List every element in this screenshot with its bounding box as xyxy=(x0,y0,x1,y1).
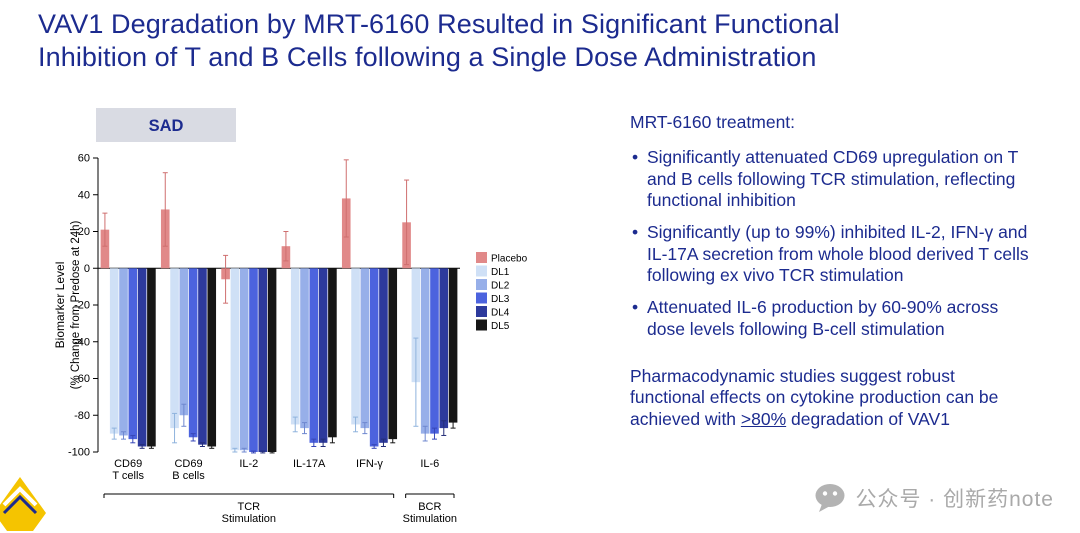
bar xyxy=(388,268,398,440)
bar xyxy=(147,268,156,447)
legend-label: DL2 xyxy=(491,281,510,292)
summary-bullet-1: Significantly attenuated CD69 upregulati… xyxy=(630,147,1034,211)
bar xyxy=(351,268,360,425)
svg-text:(% Change from Predose at 24h): (% Change from Predose at 24h) xyxy=(70,220,82,389)
slide-title-line-1: VAV1 Degradation by MRT-6160 Resulted in… xyxy=(38,9,840,39)
summary-panel: MRT-6160 treatment: Significantly attenu… xyxy=(630,112,1034,448)
summary-bullet-list: Significantly attenuated CD69 upregulati… xyxy=(630,147,1034,340)
y-tick-label: -40 xyxy=(74,336,90,348)
slide-title: VAV1 Degradation by MRT-6160 Resulted in… xyxy=(38,8,988,75)
bar xyxy=(109,268,119,434)
bar xyxy=(309,268,319,443)
bar xyxy=(239,268,249,451)
x-tick-label: IL-2 xyxy=(239,458,258,470)
x-tick-label: CD69 T cells xyxy=(112,458,144,482)
bar xyxy=(207,268,217,447)
y-tick-label: 60 xyxy=(78,153,90,165)
legend-swatch xyxy=(476,265,487,277)
footnote-text-before: Pharmacodynamic studies suggest robust f… xyxy=(630,366,999,429)
legend-label: DL3 xyxy=(491,294,510,305)
y-tick-label: -80 xyxy=(74,410,90,422)
bar xyxy=(439,268,449,429)
bar xyxy=(230,268,240,451)
bar xyxy=(448,268,458,423)
legend-label: Placebo xyxy=(491,254,528,265)
summary-bullet-3: Attenuated IL-6 production by 60-90% acr… xyxy=(630,297,1034,340)
bar xyxy=(360,268,370,429)
legend-swatch xyxy=(476,252,487,263)
y-tick-label: 20 xyxy=(78,226,90,238)
bar xyxy=(258,268,268,452)
bar xyxy=(420,268,430,434)
biomarker-bar-chart: SAD 60 40 20 0 -20 -40 -60 -80 -100 Biomarker Leve… xyxy=(52,100,612,528)
legend-swatch xyxy=(476,292,487,304)
bar xyxy=(430,268,439,434)
legend-label: DL1 xyxy=(491,267,510,278)
x-tick-label: IFN-γ xyxy=(356,458,383,470)
bar xyxy=(137,268,147,447)
bar xyxy=(170,268,179,429)
bar xyxy=(249,268,258,452)
pharmacodynamic-footnote: Pharmacodynamic studies suggest robust f… xyxy=(630,366,1034,430)
legend: Placebo DL1 DL2 DL3 DL4 DL5 xyxy=(476,252,528,332)
bar xyxy=(328,268,337,438)
slide-title-line-2: Inhibition of T and B Cells following a … xyxy=(38,42,817,73)
bar xyxy=(290,268,300,425)
footnote-threshold: >80% xyxy=(740,408,787,429)
y-tick-label: -100 xyxy=(68,447,90,459)
bracket-label: BCR Stimulation xyxy=(403,501,457,525)
y-tick-label: 40 xyxy=(78,189,90,201)
bar xyxy=(267,268,277,452)
watermark-text: 公众号 · 创新药note xyxy=(855,488,1054,511)
bar xyxy=(318,268,328,443)
y-tick-label: 0 xyxy=(84,263,90,275)
biomarker-bar-chart-svg: SAD 60 40 20 0 -20 -40 -60 -80 -100 Biomarker Leve… xyxy=(53,108,528,525)
x-group-brackets: TCR Stimulation BCR Stimulation xyxy=(103,493,457,525)
svg-text:Biomarker Level: Biomarker Level xyxy=(53,262,67,349)
summary-bullet-2: Significantly (up to 99%) inhibited IL-2… xyxy=(630,222,1034,286)
bars xyxy=(100,159,458,454)
legend-label: DL4 xyxy=(491,308,510,319)
x-axis-labels: CD69 T cells CD69 B cells IL-2 IL-17A IFN-γ IL-… xyxy=(112,458,439,482)
y-tick-label: -20 xyxy=(74,300,90,312)
bar xyxy=(300,268,309,429)
panel-label-sad: SAD xyxy=(96,108,236,142)
bar xyxy=(379,268,388,443)
bar xyxy=(119,268,128,436)
x-tick-label: IL-17A xyxy=(293,458,326,470)
footnote-text-after: degradation of VAV1 xyxy=(786,408,950,429)
bracket-label: TCR Stimulation xyxy=(222,501,276,525)
bar xyxy=(188,268,198,438)
bar xyxy=(128,268,138,440)
y-tick-label: -60 xyxy=(74,373,90,385)
legend-label: DL5 xyxy=(491,321,510,332)
x-tick-label: IL-6 xyxy=(420,458,439,470)
y-axis-title: Biomarker Level (% Change from Predose at… xyxy=(53,220,82,389)
svg-text:SAD: SAD xyxy=(149,117,184,135)
bar xyxy=(100,229,110,269)
legend-swatch xyxy=(476,319,487,331)
legend-swatch xyxy=(476,306,487,317)
watermark: 公众号 · 创新药note xyxy=(814,483,1054,513)
y-axis: 60 40 20 0 -20 -40 -60 -80 -100 xyxy=(68,153,460,459)
corner-logo xyxy=(0,477,46,531)
bar xyxy=(411,268,421,383)
x-tick-label: CD69 B cells xyxy=(172,458,205,482)
bar xyxy=(198,268,207,445)
wechat-icon xyxy=(815,484,845,512)
bar xyxy=(179,268,189,416)
legend-swatch xyxy=(476,279,487,290)
summary-heading: MRT-6160 treatment: xyxy=(630,112,796,132)
bar xyxy=(369,268,379,447)
